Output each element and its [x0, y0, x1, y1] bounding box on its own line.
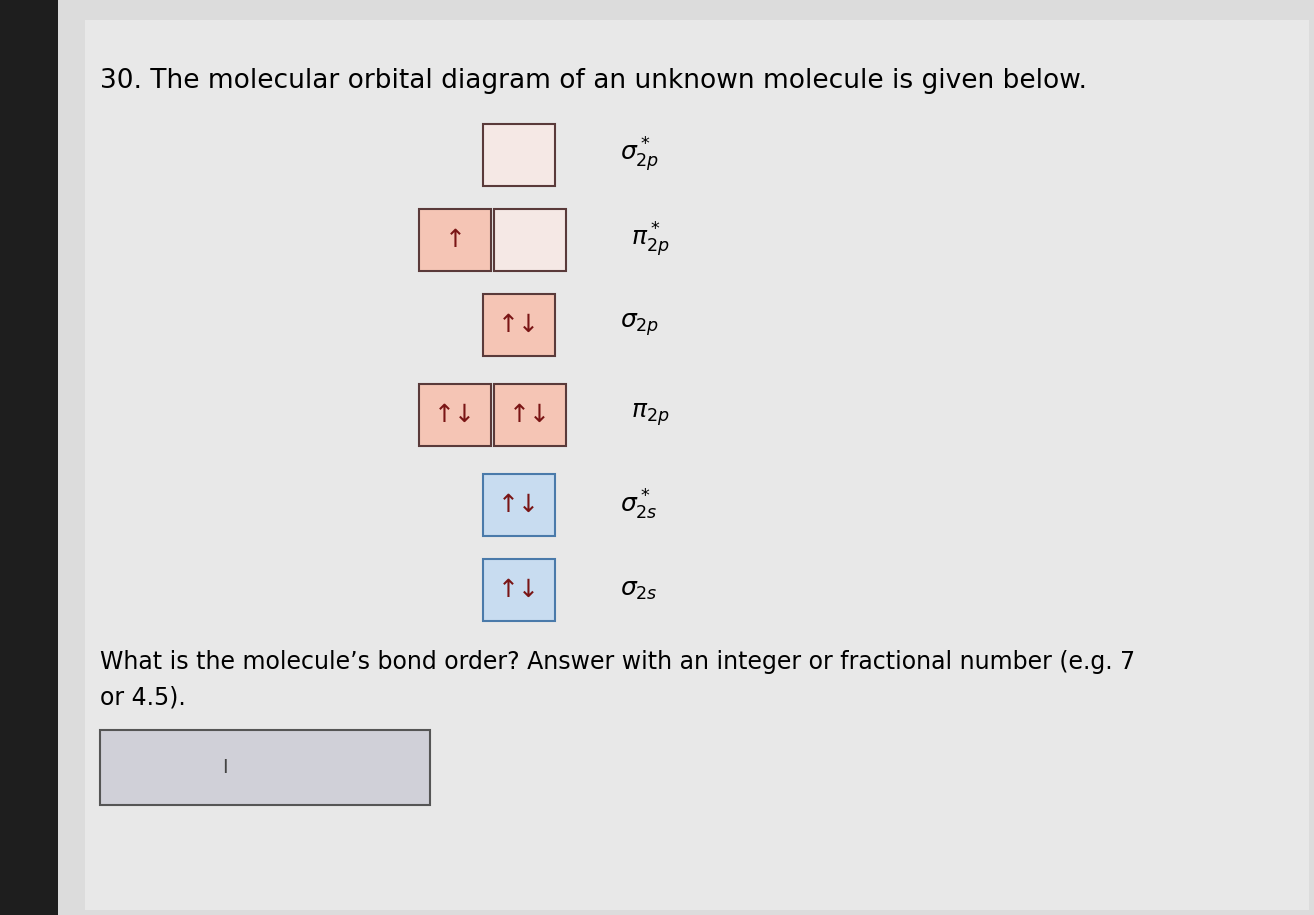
Bar [100, 730, 430, 805]
Text: $\pi_{2p}$: $\pi_{2p}$ [631, 402, 670, 428]
Bar [484, 474, 555, 536]
Text: $\sigma^*_{2s}$: $\sigma^*_{2s}$ [620, 488, 658, 522]
Text: I: I [222, 758, 229, 777]
Text: or 4.5).: or 4.5). [100, 685, 185, 709]
Text: ↑: ↑ [444, 228, 465, 252]
Text: 30. The molecular orbital diagram of an unknown molecule is given below.: 30. The molecular orbital diagram of an … [100, 68, 1087, 94]
Bar [484, 559, 555, 621]
Text: What is the molecule’s bond order? Answer with an integer or fractional number (: What is the molecule’s bond order? Answe… [100, 650, 1135, 674]
Text: ↑↓: ↑↓ [498, 578, 540, 602]
Bar [484, 124, 555, 186]
Text: $\sigma^*_{2p}$: $\sigma^*_{2p}$ [620, 135, 660, 175]
Bar [419, 384, 491, 446]
Bar [494, 209, 566, 271]
Text: ↑↓: ↑↓ [498, 493, 540, 517]
Bar [419, 209, 491, 271]
Text: $\sigma_{2s}$: $\sigma_{2s}$ [620, 578, 658, 602]
Text: $\sigma_{2p}$: $\sigma_{2p}$ [620, 312, 660, 339]
Bar [494, 384, 566, 446]
Text: ↑↓: ↑↓ [510, 403, 552, 427]
Bar [484, 294, 555, 356]
Text: ↑↓: ↑↓ [498, 313, 540, 337]
Text: ↑↓: ↑↓ [434, 403, 476, 427]
Bar [0, 0, 58, 915]
Text: $\pi^*_{2p}$: $\pi^*_{2p}$ [631, 221, 670, 259]
